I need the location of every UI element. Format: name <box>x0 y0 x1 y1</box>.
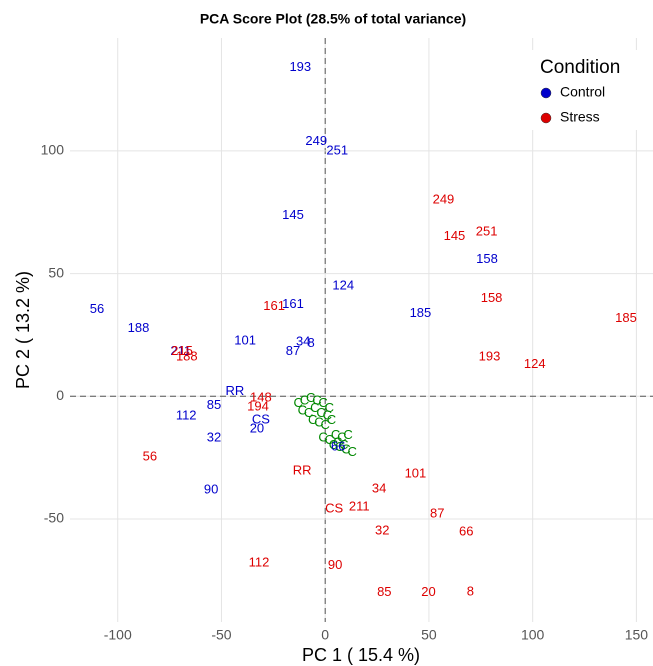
loading-label: C <box>310 400 319 415</box>
point-label: 90 <box>204 481 218 496</box>
point-label: 215 <box>171 343 193 358</box>
y-tick-label: 0 <box>56 387 64 403</box>
loading-label: C <box>316 405 325 420</box>
x-tick-label: 150 <box>625 627 649 643</box>
point-label: 87 <box>286 343 300 358</box>
point-label: 249 <box>433 191 455 206</box>
loading-label: C <box>320 417 329 432</box>
point-label: 161 <box>282 296 304 311</box>
legend-label: Control <box>560 84 605 100</box>
point-label: 8 <box>467 583 474 598</box>
point-label: CS <box>325 500 343 515</box>
point-label: 211 <box>170 343 191 358</box>
x-tick-label: 0 <box>321 627 329 643</box>
x-tick-label: -100 <box>104 627 132 643</box>
point-label: 124 <box>524 356 546 371</box>
point-label: 66 <box>459 523 473 538</box>
point-label: 56 <box>90 301 104 316</box>
point-label: 249 <box>305 133 327 148</box>
loading-label: C <box>343 427 352 442</box>
loading-label: C <box>308 412 317 427</box>
loading-label: C <box>325 432 334 447</box>
point-label: 101 <box>234 333 256 348</box>
point-label: 8 <box>307 335 314 350</box>
point-label: 188 <box>176 349 198 364</box>
loading-label: C <box>325 400 334 415</box>
loading-label: C <box>306 390 315 405</box>
point-label: 124 <box>332 277 354 292</box>
point-label: 145 <box>282 207 304 222</box>
x-tick-label: 100 <box>521 627 545 643</box>
legend-marker <box>540 112 552 124</box>
loading-label: C <box>331 427 340 442</box>
point-label: 90 <box>328 557 342 572</box>
loading-label: C <box>341 442 350 457</box>
point-label: 161 <box>263 298 285 313</box>
loading-label: C <box>314 415 323 430</box>
x-axis-label: PC 1 ( 15.4 %) <box>302 645 420 665</box>
y-tick-label: 100 <box>41 142 65 158</box>
loading-label: C <box>318 395 327 410</box>
point-label: RR <box>226 383 245 398</box>
point-label: 66 <box>331 438 345 453</box>
point-label: 112 <box>249 554 270 569</box>
loading-label: C <box>347 444 356 459</box>
point-label: 251 <box>476 223 498 238</box>
legend-label: Stress <box>560 109 600 125</box>
point-label: 193 <box>289 59 311 74</box>
point-label: 185 <box>410 305 432 320</box>
loading-label: C <box>339 437 348 452</box>
point-label: 85 <box>377 584 391 599</box>
loading-label: C <box>318 429 327 444</box>
y-axis-label: PC 2 ( 13.2 %) <box>13 271 33 389</box>
point-label: 20 <box>421 584 435 599</box>
x-tick-label: -50 <box>211 627 231 643</box>
point-label: 145 <box>444 228 466 243</box>
point-label: 194 <box>247 399 269 414</box>
point-label: 112 <box>176 408 197 423</box>
point-label: CS <box>252 412 270 427</box>
point-label: 158 <box>481 290 503 305</box>
point-label: 148 <box>250 390 272 405</box>
loading-label: C <box>323 407 332 422</box>
loading-label: C <box>294 395 303 410</box>
point-label: 193 <box>479 349 501 364</box>
loading-label: C <box>298 402 307 417</box>
point-label: 101 <box>405 465 427 480</box>
legend-title: Condition <box>540 57 620 78</box>
loading-label: C <box>335 439 344 454</box>
point-label: 251 <box>326 142 348 157</box>
loading-label: C <box>337 429 346 444</box>
loading-label: C <box>329 437 338 452</box>
legend-marker <box>540 87 552 99</box>
point-label: 188 <box>128 320 150 335</box>
loading-label: C <box>300 393 309 408</box>
point-label: RR <box>293 463 312 478</box>
point-label: 56 <box>143 449 157 464</box>
point-label: 32 <box>375 522 389 537</box>
loading-label: C <box>312 393 321 408</box>
point-label: 34 <box>296 334 310 349</box>
y-tick-label: -50 <box>44 510 64 526</box>
loading-label: C <box>327 412 336 427</box>
point-label: 211 <box>349 498 370 513</box>
point-label: 34 <box>372 480 386 495</box>
point-label: 158 <box>476 251 498 266</box>
loading-label: C <box>333 434 342 449</box>
point-label: 32 <box>207 430 221 445</box>
point-label: 85 <box>207 397 221 412</box>
x-tick-label: 50 <box>421 627 437 643</box>
point-label: 87 <box>430 505 444 520</box>
point-label: 20 <box>250 421 264 436</box>
chart-title: PCA Score Plot (28.5% of total variance) <box>200 11 466 27</box>
y-tick-label: 50 <box>48 264 64 280</box>
loading-label: C <box>304 405 313 420</box>
point-label: 185 <box>615 310 637 325</box>
